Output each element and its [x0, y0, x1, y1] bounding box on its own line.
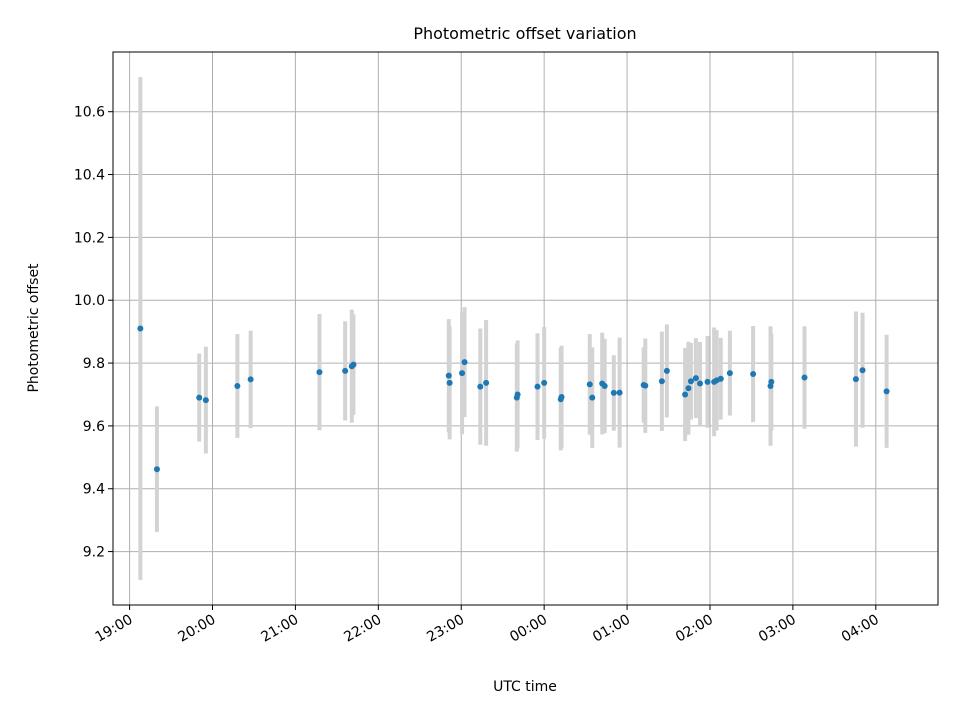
data-point [342, 367, 349, 374]
y-tick-label: 9.4 [83, 482, 105, 498]
x-tick-label: 01:00 [590, 612, 633, 646]
data-point [601, 382, 608, 389]
data-point [461, 359, 468, 366]
plot-frame [112, 51, 939, 606]
chart-title: Photometric offset variation [413, 24, 636, 43]
x-tick-label: 19:00 [93, 612, 136, 646]
x-tick-label: 23:00 [424, 612, 467, 646]
y-tick-label: 10.6 [74, 105, 105, 121]
data-point [717, 375, 724, 382]
data-point [801, 374, 808, 381]
y-tick-label: 9.2 [83, 545, 105, 561]
data-point [153, 466, 160, 473]
data-point [852, 376, 859, 383]
error-bars [138, 77, 889, 580]
data-point [642, 382, 649, 389]
data-point [350, 361, 357, 368]
data-point [685, 385, 692, 392]
data-point [726, 370, 733, 377]
data-point [750, 371, 757, 378]
grid-lines [113, 52, 938, 605]
data-point [316, 369, 323, 376]
y-tick-label: 10.2 [74, 230, 105, 246]
x-tick-label: 21:00 [258, 612, 301, 646]
data-point [137, 325, 144, 332]
y-tick-label: 9.8 [83, 356, 105, 372]
data-point [586, 381, 593, 388]
data-point [883, 388, 890, 395]
data-point [768, 378, 775, 385]
data-point [446, 379, 453, 386]
data-point [687, 378, 694, 385]
x-tick-label: 04:00 [839, 612, 882, 646]
data-point [514, 391, 521, 398]
data-point [859, 367, 866, 374]
data-point [697, 380, 704, 387]
x-tick-label: 22:00 [341, 612, 384, 646]
data-point [534, 383, 541, 390]
data-points [137, 325, 890, 473]
data-point [196, 394, 203, 401]
data-point [234, 382, 241, 389]
data-point [704, 378, 711, 385]
data-point [202, 397, 209, 404]
x-axis-ticks: 19:00 20:00 21:00 22:00 23:00 00:00 01:00 02:00… [93, 605, 882, 646]
data-point [247, 376, 254, 383]
data-point [682, 391, 689, 398]
data-point [692, 375, 699, 382]
y-tick-label: 10.4 [74, 168, 105, 184]
x-axis-label: UTC time [493, 679, 557, 695]
data-point [610, 389, 617, 396]
data-point [663, 367, 670, 374]
x-tick-label: 02:00 [673, 612, 716, 646]
y-tick-label: 9.6 [83, 419, 105, 435]
data-point [477, 383, 484, 390]
data-point [558, 393, 565, 400]
x-tick-label: 20:00 [176, 612, 219, 646]
data-point [658, 378, 665, 385]
y-axis-ticks: 9.2 9.4 9.6 9.8 10.0 10.2 10.4 10.6 [74, 105, 113, 561]
y-tick-label: 10.0 [74, 293, 105, 309]
data-point [589, 394, 596, 401]
x-tick-label: 03:00 [756, 612, 799, 646]
y-axis-label: Photometric offset [26, 263, 42, 393]
data-point [483, 379, 490, 386]
x-tick-label: 00:00 [507, 612, 550, 646]
data-point [459, 370, 466, 377]
data-point [541, 379, 548, 386]
data-point [445, 372, 452, 379]
data-point [616, 389, 623, 396]
